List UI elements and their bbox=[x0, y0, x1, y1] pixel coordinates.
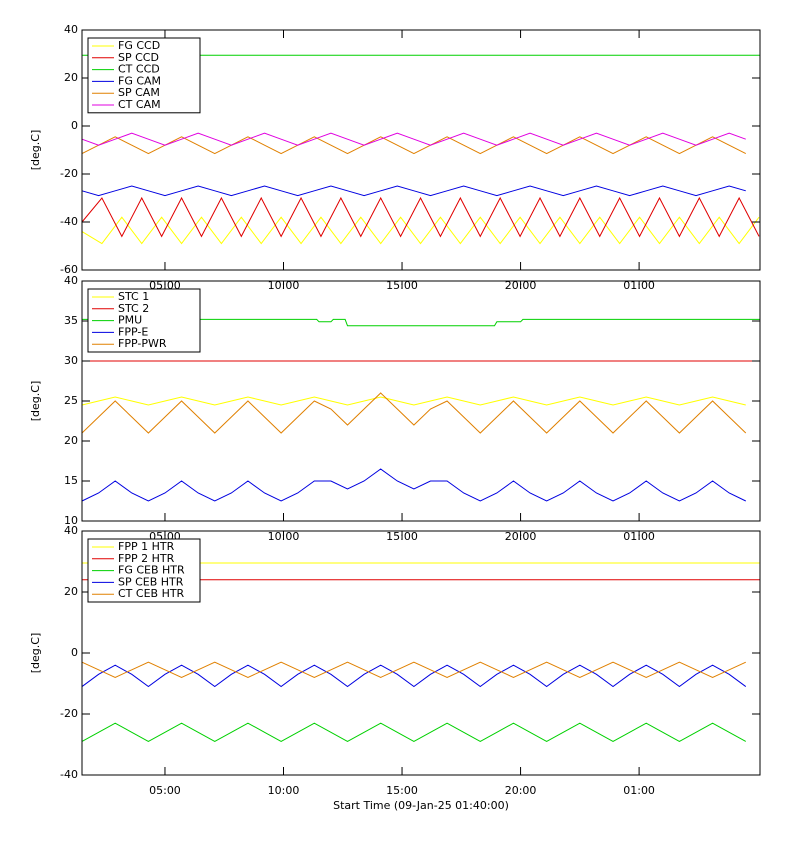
legend-label: SP CEB HTR bbox=[118, 575, 184, 588]
series-line bbox=[81, 196, 760, 238]
y-tick-label: 40 bbox=[64, 23, 78, 36]
series-line bbox=[81, 185, 746, 197]
series-line bbox=[82, 318, 760, 327]
series-line bbox=[81, 664, 747, 688]
x-tick-label: 01:00 bbox=[623, 784, 655, 797]
legend-label: FPP-E bbox=[118, 325, 148, 338]
y-tick-label: 10 bbox=[64, 514, 78, 527]
legend-label: STC 1 bbox=[118, 290, 149, 303]
legend-label: FG CEB HTR bbox=[118, 564, 185, 577]
legend-label: SP CCD bbox=[118, 51, 159, 64]
legend-label: CT CCD bbox=[118, 63, 160, 76]
legend-label: FPP 2 HTR bbox=[118, 552, 175, 565]
legend-box bbox=[87, 37, 201, 114]
y-tick-label: 20 bbox=[64, 585, 78, 598]
x-tick-label: 15:00 bbox=[386, 784, 418, 797]
legend-label: FG CAM bbox=[118, 74, 161, 87]
y-tick-label: 40 bbox=[64, 274, 78, 287]
series-line bbox=[81, 661, 746, 678]
y-tick-label: -60 bbox=[60, 263, 78, 276]
x-tick-label: 10:00 bbox=[268, 784, 300, 797]
y-tick-label: 0 bbox=[71, 119, 78, 132]
y-tick-label: 30 bbox=[64, 354, 78, 367]
legend-label: FPP-PWR bbox=[118, 337, 167, 350]
y-tick-label: 35 bbox=[64, 314, 78, 327]
series-line bbox=[81, 136, 747, 155]
legend-label: SP CAM bbox=[118, 86, 160, 99]
legend-label: CT CAM bbox=[118, 98, 161, 111]
legend-label: PMU bbox=[118, 314, 142, 327]
y-tick-label: -20 bbox=[60, 167, 78, 180]
y-axis-label: [deg.C] bbox=[29, 130, 42, 171]
legend-label: CT CEB HTR bbox=[118, 587, 185, 600]
y-tick-label: -40 bbox=[60, 215, 78, 228]
y-tick-label: -40 bbox=[60, 768, 78, 781]
series-line bbox=[81, 468, 746, 502]
series-line bbox=[81, 392, 747, 434]
series-line bbox=[81, 396, 746, 406]
series-line bbox=[81, 216, 760, 245]
plot-frame bbox=[81, 29, 761, 271]
legend-label: STC 2 bbox=[118, 302, 149, 315]
y-tick-label: 20 bbox=[64, 434, 78, 447]
y-tick-label: 40 bbox=[64, 524, 78, 537]
y-tick-label: 20 bbox=[64, 71, 78, 84]
y-tick-label: 15 bbox=[64, 474, 78, 487]
y-tick-label: 0 bbox=[71, 646, 78, 659]
series-line bbox=[81, 722, 747, 743]
y-tick-label: -20 bbox=[60, 707, 78, 720]
series-line bbox=[81, 132, 746, 146]
legend-label: FPP 1 HTR bbox=[118, 540, 175, 553]
y-axis-label: [deg.C] bbox=[29, 633, 42, 674]
x-tick-label: 20:00 bbox=[505, 784, 537, 797]
y-tick-label: 25 bbox=[64, 394, 78, 407]
y-axis-label: [deg.C] bbox=[29, 381, 42, 422]
legend-label: FG CCD bbox=[118, 39, 160, 52]
x-tick-label: 05:00 bbox=[149, 784, 181, 797]
x-axis-label: Start Time (09-Jan-25 01:40:00) bbox=[333, 799, 509, 812]
